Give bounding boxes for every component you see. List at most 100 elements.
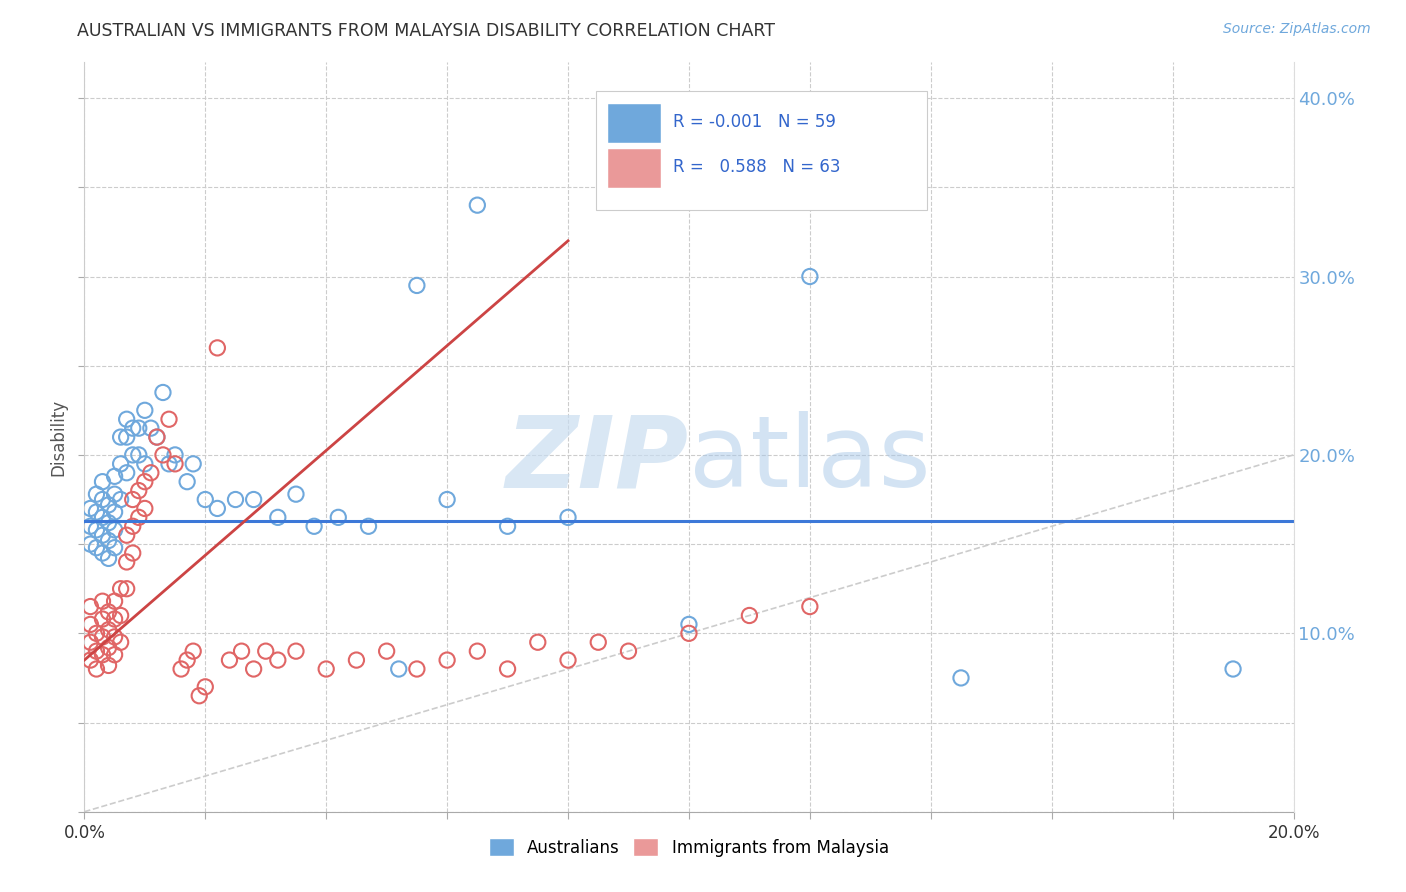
FancyBboxPatch shape [596, 91, 927, 210]
Immigrants from Malaysia [104, 612, 127, 626]
Australians [328, 510, 350, 524]
Australians [104, 505, 127, 519]
FancyBboxPatch shape [607, 103, 661, 143]
Immigrants from Malaysia [97, 640, 120, 655]
Australians [285, 487, 308, 501]
Text: ZIP: ZIP [506, 411, 689, 508]
Australians [267, 510, 290, 524]
Immigrants from Malaysia [157, 412, 180, 426]
Australians [388, 662, 411, 676]
Australians [97, 498, 120, 512]
Immigrants from Malaysia [97, 623, 120, 637]
Australians [97, 551, 120, 566]
Immigrants from Malaysia [79, 617, 101, 632]
Immigrants from Malaysia [152, 448, 174, 462]
Australians [134, 403, 156, 417]
Australians [121, 421, 143, 435]
Immigrants from Malaysia [139, 466, 162, 480]
Australians [496, 519, 519, 533]
Immigrants from Malaysia [134, 501, 156, 516]
Immigrants from Malaysia [467, 644, 489, 658]
Immigrants from Malaysia [207, 341, 229, 355]
Immigrants from Malaysia [121, 546, 143, 560]
Australians [357, 519, 380, 533]
Australians [86, 541, 108, 555]
Text: atlas: atlas [689, 411, 931, 508]
Text: R =   0.588   N = 63: R = 0.588 N = 63 [673, 159, 841, 177]
Australians [115, 430, 138, 444]
Australians [110, 457, 132, 471]
Immigrants from Malaysia [218, 653, 240, 667]
Australians [134, 457, 156, 471]
Immigrants from Malaysia [91, 594, 114, 608]
Immigrants from Malaysia [181, 644, 204, 658]
Australians [115, 412, 138, 426]
Text: Source: ZipAtlas.com: Source: ZipAtlas.com [1223, 22, 1371, 37]
Australians [181, 457, 204, 471]
Immigrants from Malaysia [128, 483, 150, 498]
Australians [104, 541, 127, 555]
Immigrants from Malaysia [194, 680, 217, 694]
Australians [139, 421, 162, 435]
Australians [91, 510, 114, 524]
Immigrants from Malaysia [346, 653, 368, 667]
Immigrants from Malaysia [79, 635, 101, 649]
Immigrants from Malaysia [375, 644, 398, 658]
Text: AUSTRALIAN VS IMMIGRANTS FROM MALAYSIA DISABILITY CORRELATION CHART: AUSTRALIAN VS IMMIGRANTS FROM MALAYSIA D… [77, 22, 775, 40]
Immigrants from Malaysia [86, 662, 108, 676]
Immigrants from Malaysia [285, 644, 308, 658]
Immigrants from Malaysia [115, 528, 138, 542]
Immigrants from Malaysia [91, 648, 114, 662]
Australians [104, 487, 127, 501]
Australians [157, 457, 180, 471]
Immigrants from Malaysia [267, 653, 290, 667]
Australians [128, 421, 150, 435]
Immigrants from Malaysia [254, 644, 277, 658]
Australians [165, 448, 187, 462]
Australians [79, 537, 101, 551]
Immigrants from Malaysia [134, 475, 156, 489]
Immigrants from Malaysia [110, 582, 132, 596]
Immigrants from Malaysia [176, 653, 198, 667]
Australians [91, 492, 114, 507]
Immigrants from Malaysia [115, 555, 138, 569]
Australians [115, 466, 138, 480]
Immigrants from Malaysia [91, 612, 114, 626]
Australians [1222, 662, 1244, 676]
Australians [678, 617, 700, 632]
Australians [152, 385, 174, 400]
Australians [104, 523, 127, 537]
Immigrants from Malaysia [110, 608, 132, 623]
Immigrants from Malaysia [91, 630, 114, 644]
Immigrants from Malaysia [436, 653, 458, 667]
Immigrants from Malaysia [104, 648, 127, 662]
Australians [91, 475, 114, 489]
Immigrants from Malaysia [104, 630, 127, 644]
Immigrants from Malaysia [86, 644, 108, 658]
Immigrants from Malaysia [121, 519, 143, 533]
Immigrants from Malaysia [86, 626, 108, 640]
Immigrants from Malaysia [527, 635, 550, 649]
Legend: Australians, Immigrants from Malaysia: Australians, Immigrants from Malaysia [482, 832, 896, 863]
Immigrants from Malaysia [165, 457, 187, 471]
Immigrants from Malaysia [496, 662, 519, 676]
Immigrants from Malaysia [128, 510, 150, 524]
Immigrants from Malaysia [188, 689, 211, 703]
Australians [97, 516, 120, 530]
Immigrants from Malaysia [242, 662, 264, 676]
Immigrants from Malaysia [588, 635, 610, 649]
Australians [194, 492, 217, 507]
Australians [146, 430, 169, 444]
Australians [207, 501, 229, 516]
Immigrants from Malaysia [315, 662, 337, 676]
Australians [128, 448, 150, 462]
Immigrants from Malaysia [97, 658, 120, 673]
Immigrants from Malaysia [97, 605, 120, 619]
Australians [799, 269, 821, 284]
Australians [91, 528, 114, 542]
Australians [110, 492, 132, 507]
Australians [86, 505, 108, 519]
Australians [242, 492, 264, 507]
Immigrants from Malaysia [617, 644, 640, 658]
Immigrants from Malaysia [557, 653, 579, 667]
